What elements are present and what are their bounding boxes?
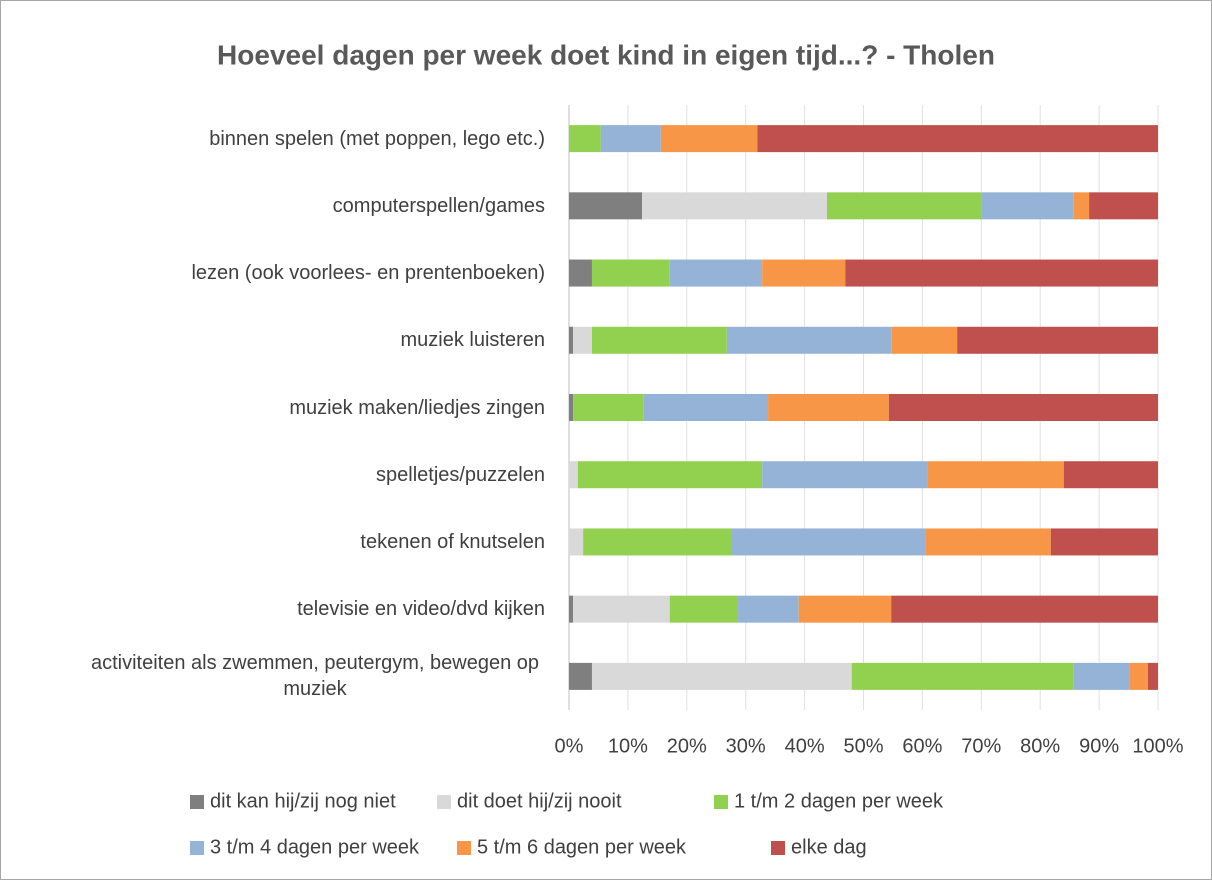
bar-segment (981, 192, 1074, 220)
bar-segment (669, 595, 739, 623)
x-tick-label: 100% (1132, 735, 1183, 757)
y-tick-label: televisie en video/dvd kijken (85, 569, 545, 649)
category-text: muziek luisteren (400, 329, 545, 352)
bar-segment (569, 662, 592, 690)
legend-swatch (714, 795, 728, 809)
y-tick-label: tekenen of knutselen (85, 502, 545, 582)
x-tick-label: 10% (608, 735, 648, 757)
category-text: muziek maken/liedjes zingen (289, 396, 545, 419)
x-tick-label: 80% (1020, 735, 1060, 757)
category-text: spelletjes/puzzelen (376, 463, 545, 486)
bar-segment (1073, 662, 1130, 690)
bar-segment (726, 326, 892, 354)
bar-segment (600, 125, 661, 153)
bar-segment (1147, 662, 1158, 690)
legend-label: 1 t/m 2 dagen per week (734, 790, 944, 812)
x-tick-label: 50% (843, 735, 883, 757)
category-text: activiteiten als zwemmen, peutergym, bew… (90, 652, 539, 701)
bar-segment (569, 528, 584, 556)
bar-segment (1050, 528, 1158, 556)
x-tick-label: 20% (667, 735, 707, 757)
legend-swatch (190, 841, 204, 855)
category-text: tekenen of knutselen (360, 530, 545, 553)
legend-label: dit doet hij/zij nooit (457, 790, 622, 812)
bar-segment (1063, 461, 1158, 489)
bar-segment (642, 192, 827, 220)
legend-swatch (457, 841, 471, 855)
bar-segment (730, 528, 926, 556)
bar-segment (1129, 662, 1148, 690)
category-text: binnen spelen (met poppen, lego etc.) (209, 127, 545, 150)
y-tick-label: activiteiten als zwemmen, peutergym, bew… (85, 636, 545, 716)
legend-swatch (190, 795, 204, 809)
y-tick-label: spelletjes/puzzelen (85, 435, 545, 515)
bar-segment (762, 461, 928, 489)
x-tick-label: 0% (555, 735, 584, 757)
bar-segment (569, 125, 601, 153)
bar-segment (957, 326, 1158, 354)
bar-segment (591, 326, 727, 354)
bar-segment (591, 662, 852, 690)
y-tick-label: muziek maken/liedjes zingen (85, 368, 545, 448)
chart-title: Hoeveel dagen per week doet kind in eige… (217, 39, 995, 70)
bar-segment (660, 125, 758, 153)
y-tick-label: lezen (ook voorlees- en prentenboeken) (85, 233, 545, 313)
bar-segment (1089, 192, 1158, 220)
x-tick-label: 60% (902, 735, 942, 757)
bar-segment (768, 394, 889, 421)
bar-segment (569, 326, 574, 354)
bar-segment (569, 394, 574, 421)
legend-swatch (771, 841, 785, 855)
legend-label: dit kan hij/zij nog niet (210, 790, 396, 812)
bar-segment (577, 461, 763, 489)
x-tick-label: 40% (785, 735, 825, 757)
bar-segment (569, 259, 592, 287)
legend-label: elke dag (791, 836, 867, 858)
bar-segment (925, 528, 1051, 556)
bar-segment (643, 394, 769, 421)
legend-label: 3 t/m 4 dagen per week (210, 836, 420, 858)
bar-segment (669, 259, 763, 287)
bar-segment (573, 394, 644, 421)
category-text: televisie en video/dvd kijken (297, 598, 545, 621)
x-tick-label: 90% (1079, 735, 1119, 757)
bar-segment (845, 259, 1158, 287)
bar-segment (569, 192, 643, 220)
bar-segment (927, 461, 1064, 489)
bar-segment (851, 662, 1074, 690)
bar-segment (762, 259, 846, 287)
bar-segment (569, 595, 574, 623)
bar-segment (888, 394, 1158, 421)
bar-segment (573, 326, 592, 354)
y-tick-label: muziek luisteren (85, 300, 545, 380)
legend-label: 5 t/m 6 dagen per week (477, 836, 687, 858)
bar-segment (583, 528, 731, 556)
category-text: computerspellen/games (332, 194, 545, 217)
bar-segment (891, 326, 958, 354)
x-tick-label: 30% (726, 735, 766, 757)
x-tick-label: 70% (961, 735, 1001, 757)
bar-segment (757, 125, 1158, 153)
y-tick-label: binnen spelen (met poppen, lego etc.) (85, 99, 545, 179)
bar-segment (591, 259, 670, 287)
bar-segment (826, 192, 982, 220)
legend-swatch (437, 795, 451, 809)
y-tick-label: computerspellen/games (85, 166, 545, 246)
bar-segment (798, 595, 892, 623)
bar-segment (573, 595, 670, 623)
bar-segment (1073, 192, 1090, 220)
bar-segment (569, 461, 578, 489)
bar-segment (891, 595, 1158, 623)
bar-segment (738, 595, 799, 623)
category-text: lezen (ook voorlees- en prentenboeken) (191, 262, 545, 285)
